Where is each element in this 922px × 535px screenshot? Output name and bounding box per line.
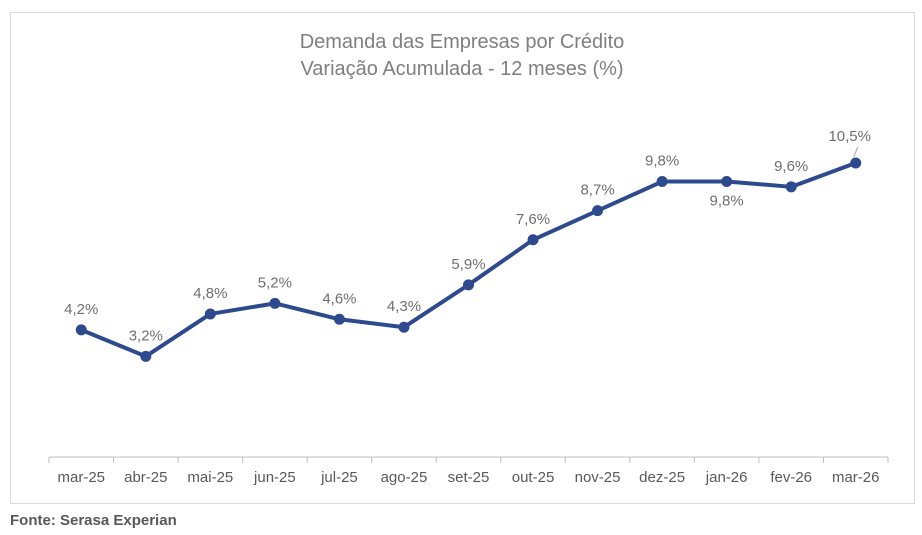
data-label-set-25: 5,9%: [451, 256, 485, 273]
source-note: Fonte: Serasa Experian: [10, 512, 177, 529]
x-axis: [48, 456, 889, 463]
data-label-jan-26: 9,8%: [710, 193, 744, 210]
data-label-fev-26: 9,6%: [774, 158, 808, 175]
x-tick-label-jun-25: jun-25: [253, 469, 296, 486]
data-label-ago-25: 4,3%: [387, 298, 421, 315]
data-point-fev-26: [785, 181, 797, 193]
line-chart: Demanda das Empresas por Crédito Variaçã…: [48, 31, 889, 486]
data-point-mar-25: [75, 324, 87, 336]
data-point-dez-25: [656, 176, 668, 188]
x-tick-label-dez-25: dez-25: [639, 469, 685, 486]
data-label-abr-25: 3,2%: [129, 327, 163, 344]
data-label-out-25: 7,6%: [516, 211, 550, 228]
x-tick-label-jan-26: jan-26: [705, 469, 748, 486]
data-label-jun-25: 5,2%: [258, 274, 292, 291]
chart-title: Demanda das Empresas por Crédito: [300, 31, 625, 53]
x-tick-label-mar-25: mar-25: [58, 469, 106, 486]
data-point-abr-25: [140, 350, 152, 362]
chart-frame: [10, 12, 915, 504]
data-point-mai-25: [204, 308, 216, 320]
data-label-jul-25: 4,6%: [322, 290, 356, 307]
x-tick-label-out-25: out-25: [512, 469, 555, 486]
data-point-jun-25: [269, 297, 281, 309]
data-label-dez-25: 9,8%: [645, 153, 679, 170]
data-labels: 4,2% 3,2% 4,8% 5,2% 4,6% 4,3% 5,9% 7,6% 8,7% 9,8%…: [64, 128, 871, 344]
data-label-mar-25: 4,2%: [64, 301, 98, 318]
data-point-set-25: [463, 279, 474, 291]
data-label-nov-25: 8,7%: [580, 182, 614, 199]
x-tick-label-ago-25: ago-25: [381, 469, 428, 486]
x-tick-label-abr-25: abr-25: [124, 469, 167, 486]
data-point-jul-25: [333, 313, 345, 325]
data-point-ago-25: [398, 321, 410, 333]
x-tick-label-fev-26: fev-26: [770, 469, 812, 486]
x-tick-labels: mar-25 abr-25 mai-25 jun-25 jul-25 ago-25 set-…: [58, 469, 880, 486]
data-point-jan-26: [721, 176, 733, 188]
data-label-leader: [853, 146, 859, 158]
x-tick-label-jul-25: jul-25: [320, 469, 358, 486]
x-tick-label-mai-25: mai-25: [187, 469, 233, 486]
data-point-nov-25: [592, 205, 604, 217]
x-tick-label-nov-25: nov-25: [575, 469, 621, 486]
x-tick-label-set-25: set-25: [448, 469, 490, 486]
data-label-mai-25: 4,8%: [193, 285, 227, 302]
x-tick-label-mar-26: mar-26: [832, 469, 880, 486]
data-point-out-25: [527, 234, 539, 246]
data-point-mar-26: [850, 157, 862, 169]
data-label-mar-26: 10,5%: [828, 128, 871, 145]
chart-subtitle: Variação Acumulada - 12 meses (%): [300, 58, 623, 80]
data-points: [75, 157, 862, 362]
